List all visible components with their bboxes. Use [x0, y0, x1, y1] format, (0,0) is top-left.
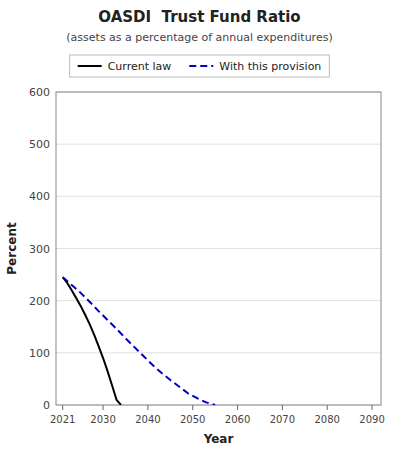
x-tick — [327, 405, 328, 410]
legend-item: With this provision — [189, 60, 321, 73]
x-tick — [147, 405, 148, 410]
x-axis: 2021 2030 2040 2050 2060 2070 2080 2090 — [50, 405, 385, 425]
grid-line — [56, 352, 381, 353]
x-tick-label: 2090 — [359, 414, 384, 425]
y-tick-label: 400 — [29, 190, 50, 203]
x-tick — [237, 405, 238, 410]
x-tick-label: 2040 — [135, 414, 160, 425]
x-tick — [372, 405, 373, 410]
grid-line — [56, 248, 381, 249]
legend-frame — [70, 55, 330, 77]
legend-item: Current law — [78, 60, 172, 73]
x-tick-label: 2030 — [90, 414, 115, 425]
legend-swatch — [189, 65, 213, 67]
x-tick — [282, 405, 283, 410]
y-tick-label: 200 — [29, 295, 50, 308]
plot-frame — [56, 92, 381, 405]
y-tick-label: 500 — [29, 138, 50, 151]
series-line — [63, 277, 121, 405]
legend-label: With this provision — [219, 60, 321, 73]
y-tick-label: 600 — [29, 86, 50, 99]
y-axis-label: Percent — [5, 222, 19, 275]
chart: OASDI Trust Fund Ratio (assets as a perce… — [0, 0, 399, 457]
y-tick-label: 100 — [29, 347, 50, 360]
y-axis: 0 100 200 300 400 500 600 — [29, 86, 381, 412]
x-tick — [103, 405, 104, 410]
x-tick — [62, 405, 63, 410]
plot-area — [56, 92, 381, 405]
series-group — [63, 277, 215, 405]
legend-label: Current law — [108, 60, 172, 73]
grid-line — [56, 300, 381, 301]
grid-line — [56, 196, 381, 197]
x-tick-label: 2021 — [50, 414, 75, 425]
legend: Current law With this provision — [70, 55, 330, 77]
x-tick-label: 2080 — [314, 414, 339, 425]
x-axis-label: Year — [203, 432, 234, 446]
title: OASDI Trust Fund Ratio — [98, 8, 300, 26]
x-tick-label: 2050 — [180, 414, 205, 425]
x-tick-label: 2070 — [270, 414, 295, 425]
x-tick-label: 2060 — [225, 414, 250, 425]
legend-swatch — [78, 65, 102, 67]
x-tick — [192, 405, 193, 410]
y-tick-label: 300 — [29, 243, 50, 256]
grid-line — [56, 144, 381, 145]
y-tick-label: 0 — [43, 399, 50, 412]
series-line — [63, 277, 215, 405]
subtitle: (assets as a percentage of annual expend… — [66, 31, 332, 44]
